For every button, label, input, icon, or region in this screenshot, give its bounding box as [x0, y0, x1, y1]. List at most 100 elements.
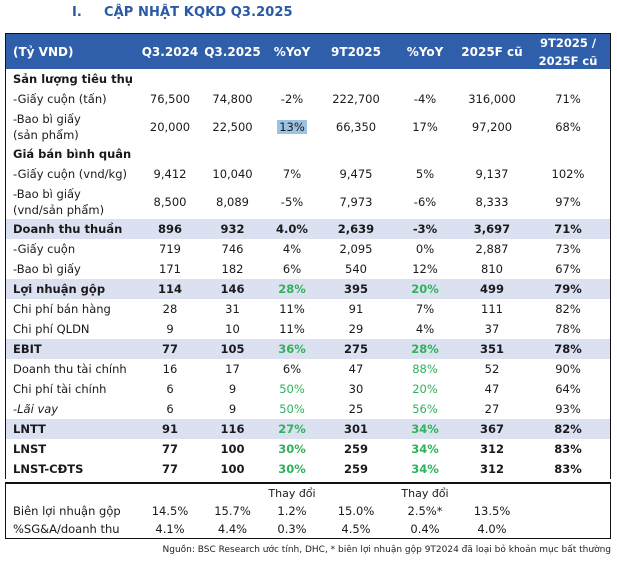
table-cell: 11%	[264, 322, 320, 336]
table-cell: -3%	[392, 222, 458, 236]
table-row: -Giấy cuộn 719 746 4% 2,095 0% 2,887 73%	[6, 239, 610, 259]
cell-value: 111	[481, 302, 503, 316]
row-label: -Lãi vay	[6, 401, 139, 417]
cell-value: -3%	[412, 222, 438, 236]
cell-value: 27%	[278, 422, 306, 436]
header-q3-2024: Q3.2024	[141, 44, 199, 59]
table-cell: 71%	[526, 92, 610, 106]
table-cell: 2,095	[320, 242, 392, 256]
table-cell: 259	[320, 462, 392, 476]
table-cell: 82%	[526, 422, 610, 436]
table-cell: -6%	[392, 195, 458, 209]
cell-value: 259	[343, 462, 368, 476]
header-9t2025: 9T2025	[331, 44, 381, 59]
table-row: -Giấy cuộn (vnd/kg) 9,412 10,040 7% 9,475 5% 9…	[6, 164, 610, 184]
cell-value: 7%	[415, 302, 435, 316]
section-title-text: CẬP NHẬT KQKD Q3.2025	[104, 5, 293, 20]
table-cell: 97,200	[458, 120, 526, 134]
cell-value: 932	[220, 222, 245, 236]
table-cell: 4.1%	[155, 522, 185, 536]
table-cell: 78%	[526, 322, 610, 336]
cell-value: 17%	[412, 119, 438, 134]
table-row: -Bao bì giấy 171 182 6% 540 12% 810 67%	[6, 259, 610, 279]
row-label-text: Lợi nhuận gộp	[13, 282, 106, 296]
row-label-text: Doanh thu thuần	[13, 222, 123, 236]
cell-value: 316,000	[468, 92, 516, 106]
cell-value: 29	[348, 322, 364, 336]
table-cell: 73%	[526, 242, 610, 256]
row-label: -Bao bì giấy (vnd/sản phẩm)	[6, 186, 139, 218]
cell-value: 82%	[555, 302, 581, 316]
table-cell: 222,700	[320, 92, 392, 106]
cell-value: 88%	[412, 362, 438, 376]
cell-value: 73%	[555, 242, 581, 256]
cell-value: 9	[228, 382, 237, 396]
table-cell: 6%	[264, 362, 320, 376]
section-title: I. CẬP NHẬT KQKD Q3.2025	[72, 5, 293, 20]
row-label: Chi phí tài chính	[6, 381, 139, 397]
table-cell: 97%	[526, 195, 610, 209]
table-row: -Bao bì giấy (sản phẩm) 20,000 22,500 13% 66,…	[6, 109, 610, 144]
cell-value: -5%	[280, 194, 304, 209]
table-cell: 37	[458, 322, 526, 336]
table-cell: 74,800	[201, 92, 264, 106]
table-cell: 146	[201, 282, 264, 296]
table-cell: 34%	[392, 422, 458, 436]
source-note: Nguồn: BSC Research ước tính, DHC, * biê…	[162, 545, 611, 555]
header-q3-2025: Q3.2025	[204, 44, 261, 59]
table-cell: 9	[201, 402, 264, 416]
cell-value: 64%	[555, 382, 581, 396]
cell-value: 47	[484, 382, 500, 396]
table-cell: 16	[139, 362, 201, 376]
cell-value: 27	[484, 402, 500, 416]
margin-change-header: Thay đổi	[268, 486, 316, 500]
cell-value: 312	[479, 442, 504, 456]
table-cell: 77	[139, 462, 201, 476]
table-cell: 68%	[526, 120, 610, 134]
cell-value: 17	[225, 362, 240, 376]
cell-value: 499	[479, 282, 504, 296]
cell-value: 100	[220, 442, 245, 456]
cell-value: 30	[348, 382, 364, 396]
table-cell: 9,475	[320, 167, 392, 181]
cell-value: 810	[481, 262, 503, 276]
cell-value: 3,697	[473, 222, 511, 236]
cell-value: 13%	[277, 119, 307, 134]
cell-value: 37	[484, 322, 500, 336]
table-cell: 6	[139, 382, 201, 396]
cell-value: 719	[159, 242, 181, 256]
table-cell: 301	[320, 422, 392, 436]
table-row: -Lãi vay 6 9 50% 25 56% 27 93%	[6, 399, 610, 419]
cell-value: 8,333	[475, 194, 509, 209]
table-cell: 9	[139, 322, 201, 336]
table-cell: 13.5%	[473, 504, 511, 518]
table-cell: 9,412	[139, 167, 201, 181]
table-cell: 17	[201, 362, 264, 376]
table-cell: 56%	[392, 402, 458, 416]
row-label: -Giấy cuộn (vnd/kg)	[6, 166, 139, 182]
row-label: EBIT	[6, 341, 139, 357]
table-cell: 66,350	[320, 120, 392, 134]
table-cell: 275	[320, 342, 392, 356]
cell-value: 34%	[411, 422, 439, 436]
table-cell: 6	[139, 402, 201, 416]
table-cell: -2%	[264, 92, 320, 106]
row-label: LNST-CĐTS	[6, 461, 139, 477]
table-cell: 9	[201, 382, 264, 396]
table-cell: 8,333	[458, 195, 526, 209]
cell-value: 28	[162, 302, 178, 316]
table-cell: 746	[201, 242, 264, 256]
cell-value: 9,475	[339, 167, 373, 181]
cell-value: 83%	[554, 462, 582, 476]
table-cell: 20%	[392, 282, 458, 296]
table-cell: 27%	[264, 422, 320, 436]
header-2025f: 2025F cũ	[461, 44, 523, 59]
table-cell: 312	[458, 442, 526, 456]
row-label: Biên lợi nhuận gộp	[13, 504, 121, 518]
cell-value: 4.0%	[276, 222, 308, 236]
table-cell: 0.3%	[277, 522, 307, 536]
table-cell: 351	[458, 342, 526, 356]
table-cell: 5%	[392, 167, 458, 181]
cell-value: 30%	[278, 442, 306, 456]
cell-value: 12%	[412, 262, 438, 276]
